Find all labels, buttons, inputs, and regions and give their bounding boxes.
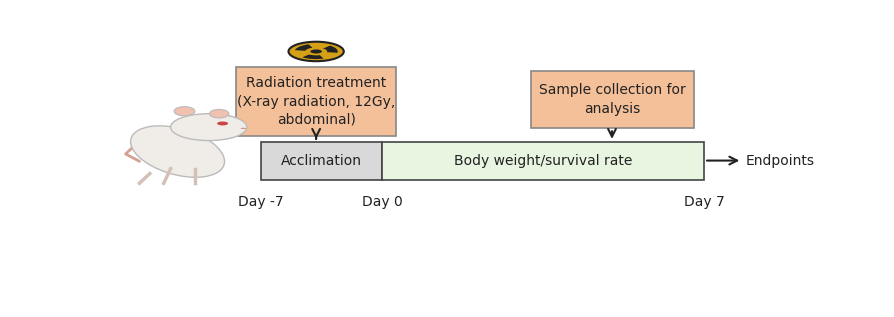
Circle shape bbox=[310, 49, 322, 54]
Text: Sample collection for
analysis: Sample collection for analysis bbox=[539, 83, 686, 116]
Circle shape bbox=[217, 121, 228, 126]
FancyBboxPatch shape bbox=[531, 71, 694, 128]
Text: Body weight/survival rate: Body weight/survival rate bbox=[454, 154, 632, 168]
FancyBboxPatch shape bbox=[236, 67, 396, 136]
FancyBboxPatch shape bbox=[261, 142, 382, 180]
Circle shape bbox=[171, 114, 247, 140]
Text: Day -7: Day -7 bbox=[238, 195, 283, 209]
Text: Endpoints: Endpoints bbox=[746, 153, 814, 168]
Wedge shape bbox=[295, 44, 314, 51]
Ellipse shape bbox=[174, 107, 195, 116]
Wedge shape bbox=[320, 46, 338, 53]
Wedge shape bbox=[302, 53, 324, 59]
Ellipse shape bbox=[240, 128, 246, 129]
Ellipse shape bbox=[209, 109, 229, 118]
Text: Acclimation: Acclimation bbox=[281, 154, 362, 168]
Ellipse shape bbox=[131, 126, 224, 177]
FancyBboxPatch shape bbox=[382, 142, 704, 180]
Circle shape bbox=[289, 42, 344, 61]
Circle shape bbox=[305, 48, 327, 55]
Text: Day 0: Day 0 bbox=[361, 195, 402, 209]
Text: Day 7: Day 7 bbox=[684, 195, 724, 209]
Circle shape bbox=[310, 49, 322, 54]
Text: Radiation treatment
(X-ray radiation, 12Gy,
abdominal): Radiation treatment (X-ray radiation, 12… bbox=[237, 76, 395, 127]
